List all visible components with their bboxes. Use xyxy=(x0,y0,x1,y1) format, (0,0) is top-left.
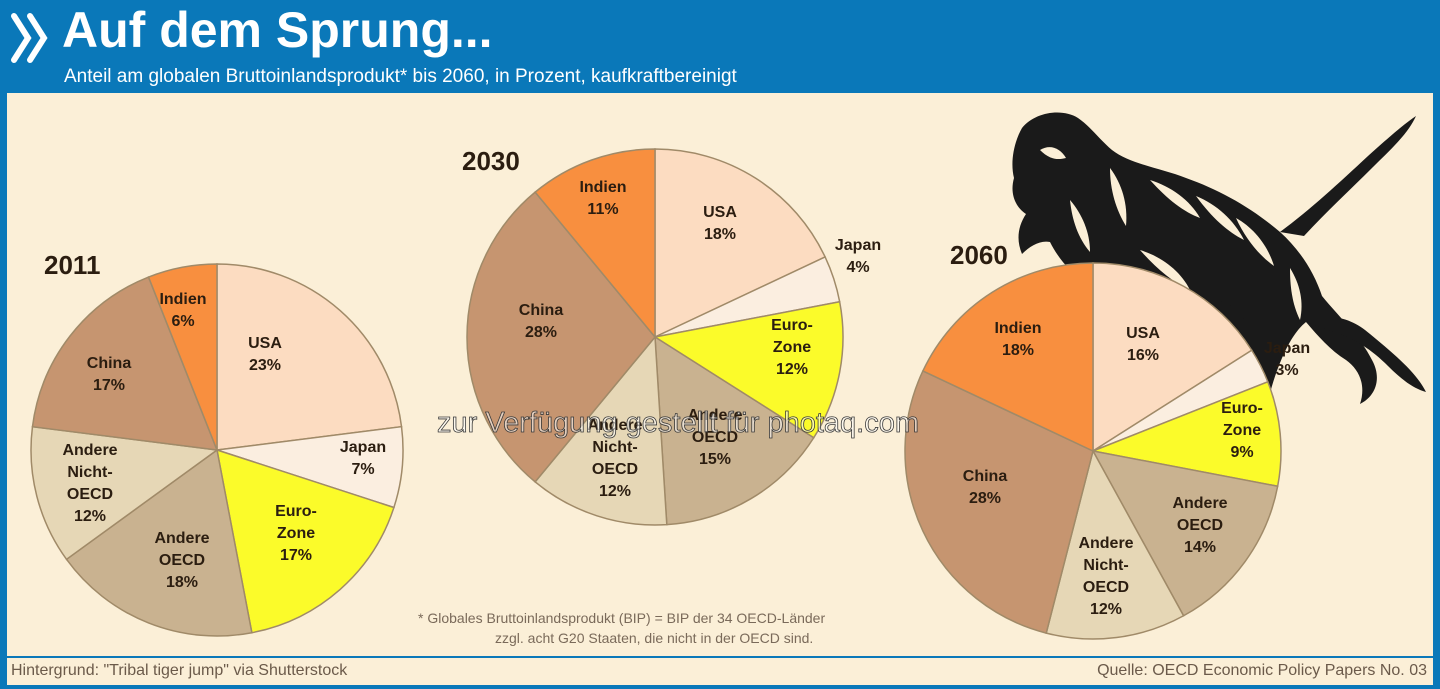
pie-2030-label-andere-nicht-oecd: Andere Nicht-OECD 12% xyxy=(587,417,642,500)
pie-2011-label-andere-oecd: Andere OECD 18% xyxy=(154,530,209,591)
pie-2030-label-indien: Indien 11% xyxy=(579,179,626,218)
pie-2060-label-euro-zone: Euro-Zone 9% xyxy=(1221,400,1263,461)
pie-2011-slice-usa xyxy=(216,263,403,451)
pie-2030-slice-euro-zone xyxy=(652,300,844,439)
pie-2011-label-china: China 17% xyxy=(87,355,132,394)
pie-2011-label-indien: Indien 6% xyxy=(159,291,206,330)
pie-2011: USA 23% Japan 7% Euro-Zone 17% Andere OECD 18% An… xyxy=(30,250,404,637)
pie-2011-slice-euro-zone xyxy=(216,448,395,634)
pie-2030-slice-andere-oecd xyxy=(654,335,815,526)
pie-2060-label-andere-nicht-oecd: Andere Nicht-OECD 12% xyxy=(1078,535,1133,618)
pie-2030-slice-usa xyxy=(654,148,827,339)
pie-2011-label-usa: USA 23% xyxy=(248,335,282,374)
pie-2060-year-title: 2060 xyxy=(950,240,1008,270)
pie-2030-year-title: 2030 xyxy=(462,146,520,176)
pie-2030: USA 18% Japan 4% Euro-Zone 12% Andere OECD 15% An… xyxy=(462,146,881,526)
background-credit: Hintergrund: "Tribal tiger jump" via Shu… xyxy=(11,662,348,679)
header-bar: Auf dem Sprung... Anteil am globalen Bru… xyxy=(0,0,1440,92)
pie-2060-slice-euro-zone xyxy=(1090,380,1282,488)
pie-2060-slice-andere-nicht-oecd xyxy=(1045,448,1185,640)
footnote-line-1: * Globales Bruttoinlandsprodukt (BIP) = … xyxy=(418,610,825,626)
pie-2060-slice-indien xyxy=(921,262,1094,453)
pie-2060: USA 16% Japan 3%Euro-Zone 9% Andere OECD 14% And… xyxy=(904,240,1310,640)
pie-2030-label-usa: USA 18% xyxy=(703,204,737,243)
pie-2060-label-indien: Indien 18% xyxy=(994,320,1041,359)
pie-2011-label-andere-nicht-oecd: Andere Nicht-OECD 12% xyxy=(62,442,117,525)
double-chevron-logo-icon xyxy=(11,13,48,63)
footnote-line-2: zzgl. acht G20 Staaten, die nicht in der… xyxy=(495,630,813,646)
pie-2030-slice-china xyxy=(466,191,656,483)
page-title: Auf dem Sprung... xyxy=(62,2,493,58)
pie-2060-slice-andere-oecd xyxy=(1091,449,1279,617)
pie-2011-label-euro-zone: Euro-Zone 17% xyxy=(275,503,317,564)
pie-2011-year-title: 2011 xyxy=(44,250,100,280)
pie-2030-slice-indien xyxy=(534,148,656,340)
pie-2060-slice-china xyxy=(904,369,1094,635)
pie-2011-slice-andere-nicht-oecd xyxy=(30,425,219,561)
footer-bar: Hintergrund: "Tribal tiger jump" via Shu… xyxy=(7,658,1433,685)
tiger-stripes xyxy=(1040,147,1302,320)
pie-2011-slice-indien xyxy=(147,263,218,451)
pie-2060-slice-usa xyxy=(1092,262,1253,453)
page-subtitle: Anteil am globalen Bruttoinlandsprodukt*… xyxy=(64,66,737,87)
pie-2060-label-andere-oecd: Andere OECD 14% xyxy=(1172,495,1227,556)
pie-2060-label-japan: Japan 3% xyxy=(1264,340,1310,379)
tiger-illustration xyxy=(1012,112,1426,431)
pie-2030-label-andere-oecd: Andere OECD 15% xyxy=(687,407,742,468)
source-credit: Quelle: OECD Economic Policy Papers No. … xyxy=(1097,662,1427,679)
pie-2011-label-japan: Japan 7% xyxy=(340,439,386,478)
pie-2030-label-euro-zone: Euro-Zone 12% xyxy=(771,317,813,378)
pie-2030-label-japan: Japan 4% xyxy=(835,237,881,276)
pie-2030-slice-andere-nicht-oecd xyxy=(534,335,668,526)
watermark: zur Verfügung gestellt für photaq.com xyxy=(437,407,919,439)
pie-2060-label-usa: USA 16% xyxy=(1126,325,1160,364)
pie-2011-slice-andere-oecd xyxy=(65,448,253,637)
pie-2030-label-china: China 28% xyxy=(519,302,564,341)
pie-2060-label-china: China 28% xyxy=(963,468,1008,507)
pie-2011-slice-china xyxy=(31,276,219,451)
